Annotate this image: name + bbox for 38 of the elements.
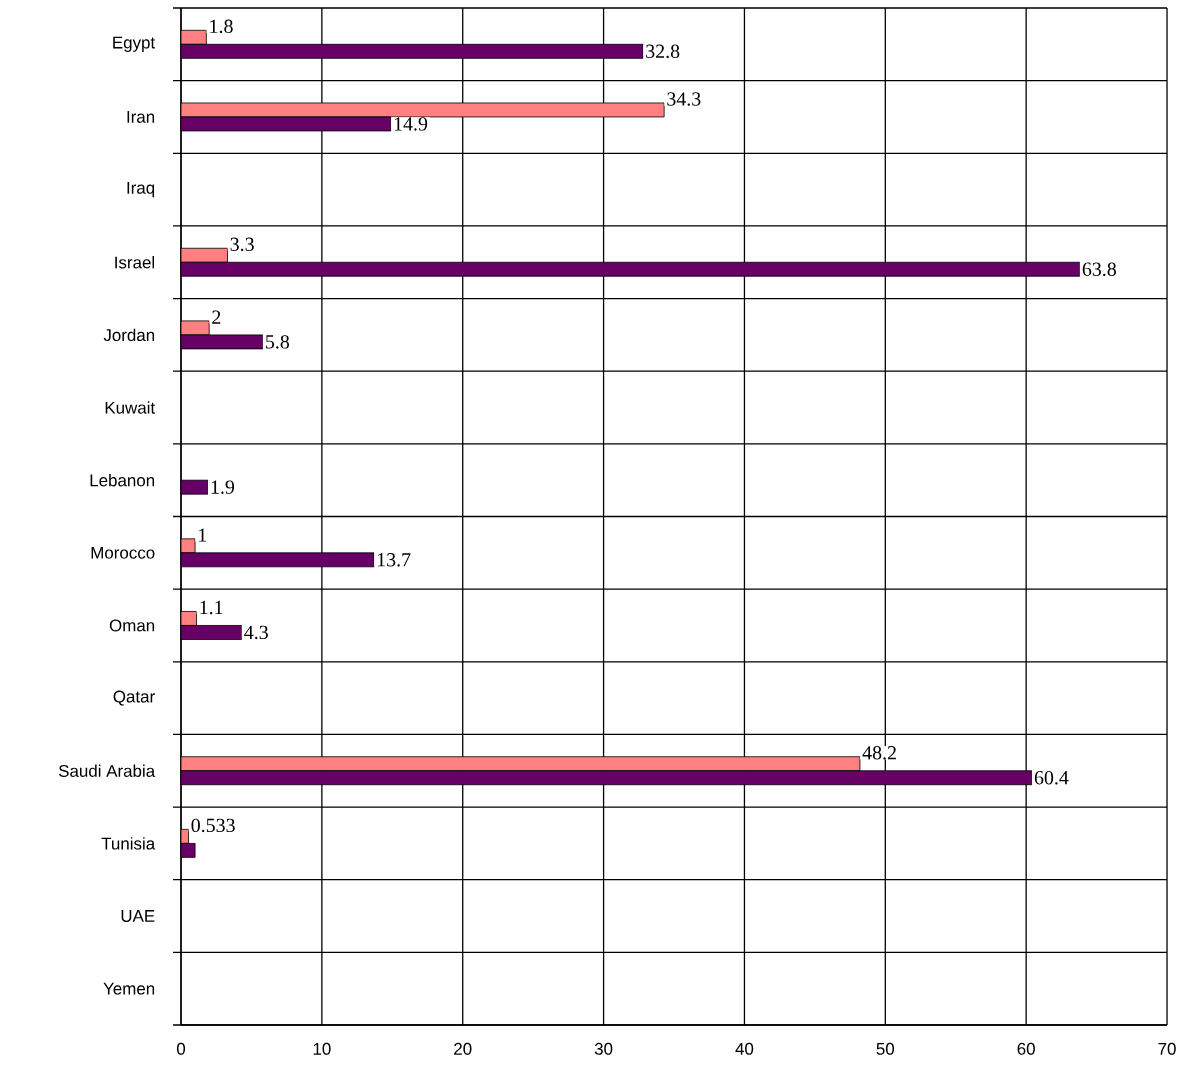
- x-tick-label: 20: [454, 1042, 472, 1055]
- y-tick-label: Qatar: [113, 690, 155, 706]
- data-label: 4.3: [244, 625, 268, 640]
- data-label: 1: [199, 528, 207, 542]
- data-label: 60.4: [1034, 770, 1069, 785]
- y-tick-label: Tunisia: [101, 837, 156, 850]
- y-tick-label: Oman: [109, 619, 155, 632]
- y-tick-label: Saudi Arabia: [58, 764, 156, 777]
- y-tick-label: Iran: [127, 111, 155, 123]
- x-tick-label: 40: [735, 1042, 754, 1055]
- y-tick-label: Iraq: [127, 182, 155, 198]
- x-tick-label: 60: [1017, 1042, 1035, 1055]
- y-tick-label: UAE: [121, 910, 155, 922]
- x-tick-label: 10: [313, 1042, 331, 1055]
- y-tick-label: Lebanon: [90, 473, 155, 487]
- data-label: 3.3: [230, 237, 254, 252]
- x-tick-label: 0: [176, 1042, 186, 1055]
- y-tick-label: Egypt: [113, 36, 156, 52]
- y-tick-label: Kuwait: [105, 401, 156, 414]
- data-label: 63.8: [1082, 262, 1116, 277]
- data-label: 5.8: [266, 335, 290, 349]
- y-tick-label: Morocco: [91, 546, 155, 559]
- y-tick-label: Yemen: [103, 982, 155, 995]
- data-label: 32.8: [646, 44, 680, 59]
- data-label: 48.2: [862, 746, 896, 760]
- x-tick-label: 30: [594, 1042, 613, 1055]
- data-label: 1.8: [210, 19, 233, 34]
- data-label: 2: [212, 310, 221, 324]
- data-label: 13.7: [377, 553, 411, 567]
- data-label: 34.3: [667, 92, 701, 106]
- data-label: 0.533: [191, 818, 235, 833]
- data-label: 1.1: [200, 600, 223, 615]
- x-tick-label: 50: [876, 1042, 895, 1055]
- data-label: 1.9: [211, 480, 235, 494]
- x-tick-label: 70: [1158, 1042, 1176, 1055]
- y-tick-label: Jordan: [103, 328, 155, 342]
- y-tick-label: Israel: [115, 256, 155, 269]
- data-label: 14.9: [394, 117, 428, 131]
